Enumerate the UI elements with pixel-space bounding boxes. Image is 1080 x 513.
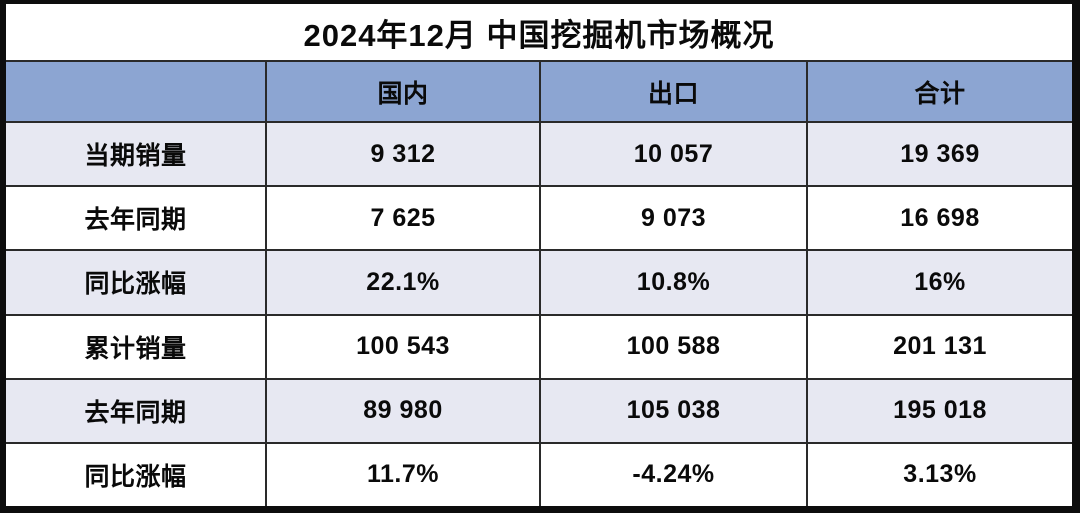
data-cell-last-year-total: 16 698 — [808, 187, 1072, 250]
data-cell-cumulative-last-year-domestic: 89 980 — [267, 379, 539, 442]
header-cell-export: 出口 — [541, 62, 806, 121]
data-cell-cumulative-domestic: 100 543 — [267, 315, 539, 378]
data-cell-cumulative-total: 201 131 — [808, 315, 1072, 378]
data-cell-cumulative-yoy-domestic: 11.7% — [267, 443, 539, 506]
data-cell-yoy-total: 16% — [808, 251, 1072, 314]
data-cell-cumulative-yoy-total: 3.13% — [808, 443, 1072, 506]
row-label-current-sales: 当期销量 — [6, 123, 265, 186]
header-cell-total: 合计 — [808, 62, 1072, 121]
data-cell-cumulative-last-year-total: 195 018 — [808, 379, 1072, 442]
data-cell-current-sales-export: 10 057 — [541, 123, 806, 186]
data-cell-cumulative-last-year-export: 105 038 — [541, 379, 806, 442]
row-label-cumulative-sales: 累计销量 — [6, 315, 265, 378]
table-title: 2024年12月 中国挖掘机市场概况 — [6, 4, 1072, 60]
header-cell-empty — [6, 62, 265, 121]
data-cell-yoy-domestic: 22.1% — [267, 251, 539, 314]
data-cell-last-year-domestic: 7 625 — [267, 187, 539, 250]
data-cell-current-sales-total: 19 369 — [808, 123, 1072, 186]
row-label-last-year-period: 去年同期 — [6, 187, 265, 250]
data-cell-yoy-export: 10.8% — [541, 251, 806, 314]
data-cell-cumulative-export: 100 588 — [541, 315, 806, 378]
data-cell-current-sales-domestic: 9 312 — [267, 123, 539, 186]
row-label-cumulative-yoy-change: 同比涨幅 — [6, 443, 265, 506]
row-label-yoy-change: 同比涨幅 — [6, 251, 265, 314]
row-label-cumulative-last-year: 去年同期 — [6, 379, 265, 442]
header-cell-domestic: 国内 — [267, 62, 539, 121]
data-cell-cumulative-yoy-export: -4.24% — [541, 443, 806, 506]
data-cell-last-year-export: 9 073 — [541, 187, 806, 250]
